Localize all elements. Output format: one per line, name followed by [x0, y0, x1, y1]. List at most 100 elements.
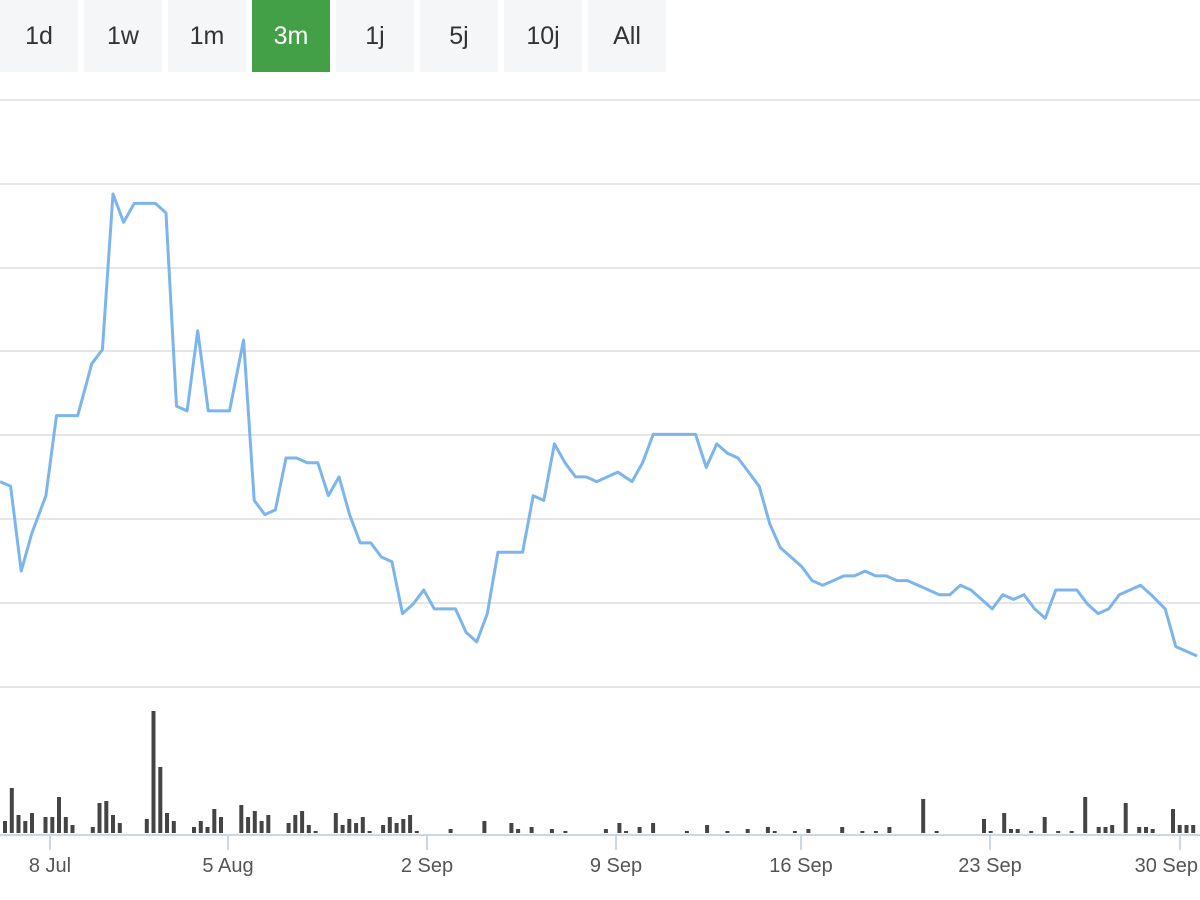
range-selector: 1d 1w 1m 3m 1j 5j 10j All	[0, 0, 666, 72]
volume-bar	[1110, 825, 1115, 833]
volume-bar	[300, 811, 305, 833]
range-button-1d[interactable]: 1d	[0, 0, 78, 72]
volume-bar	[1184, 825, 1189, 833]
volume-bar	[23, 821, 28, 833]
volume-bar	[401, 819, 406, 833]
volume-bar	[684, 831, 689, 833]
volume-bar	[347, 819, 352, 833]
volume-bar	[246, 817, 251, 833]
volume-bar	[772, 831, 777, 833]
volume-bar	[988, 831, 993, 833]
volume-bar	[921, 799, 926, 833]
volume-bar	[563, 831, 568, 833]
price-line	[0, 192, 1198, 658]
volume-bar	[1191, 825, 1196, 833]
volume-bar	[806, 829, 811, 833]
volume-bar	[57, 797, 61, 833]
volume-bar	[624, 831, 629, 833]
range-button-1w[interactable]: 1w	[84, 0, 162, 72]
volume-bar	[792, 831, 797, 833]
volume-bar	[165, 813, 169, 833]
range-button-1m[interactable]: 1m	[168, 0, 246, 72]
volume-bar	[192, 827, 196, 833]
volume-bar	[381, 825, 386, 833]
volume-bar	[840, 827, 845, 833]
volume-bar	[603, 829, 608, 833]
volume-bar	[509, 823, 514, 833]
volume-bar	[16, 815, 21, 833]
volume-bar	[1029, 831, 1034, 833]
volume-bar	[860, 831, 865, 833]
volume-bar	[43, 817, 48, 833]
volume-bar	[313, 831, 318, 833]
volume-bar	[1123, 803, 1128, 833]
volume-bar	[637, 827, 642, 833]
volume-bar	[705, 825, 710, 833]
range-button-10j[interactable]: 10j	[504, 0, 582, 72]
volume-bar	[306, 825, 311, 833]
volume-bar	[387, 817, 392, 833]
x-tick-label: 30 Sep	[1135, 855, 1198, 877]
volume-bar	[266, 815, 271, 833]
range-button-1j[interactable]: 1j	[336, 0, 414, 72]
grid	[0, 99, 1200, 688]
x-tick-label: 23 Sep	[958, 855, 1021, 877]
volume-bar	[97, 803, 102, 833]
volume-bar	[1009, 829, 1013, 833]
volume-bar	[117, 823, 122, 833]
volume-bar	[617, 823, 622, 833]
volume-bar	[144, 819, 149, 833]
volume-bar	[239, 805, 244, 833]
price-line-layer	[0, 192, 1198, 658]
volume-bar	[219, 817, 223, 833]
volume-bar	[158, 767, 163, 833]
volume-bar	[1144, 827, 1148, 833]
volume-bar	[765, 827, 770, 833]
volume-bar	[252, 811, 257, 833]
volume-bar	[293, 815, 298, 833]
volume-bar	[1150, 829, 1155, 833]
volume-bar	[982, 819, 986, 833]
x-tick-label: 8 Jul	[29, 855, 71, 877]
volume-bars	[3, 711, 1196, 833]
volume-bar	[1171, 809, 1175, 833]
volume-bar	[50, 817, 55, 833]
volume-bar	[1177, 825, 1182, 833]
volume-bar	[1137, 827, 1142, 833]
volume-bar	[30, 813, 34, 833]
volume-bar	[1002, 813, 1007, 833]
volume-bar	[212, 809, 217, 833]
volume-bar	[1096, 827, 1101, 833]
volume-bar	[259, 821, 264, 833]
volume-bar	[448, 829, 453, 833]
volume-bar	[360, 817, 365, 833]
volume-bar	[1015, 829, 1020, 833]
volume-bar	[745, 829, 750, 833]
volume-bar	[205, 827, 210, 833]
volume-bar	[104, 801, 109, 833]
volume-bar	[151, 711, 156, 833]
range-button-all[interactable]: All	[588, 0, 666, 72]
x-tick-label: 5 Aug	[202, 855, 253, 877]
volume-bar	[516, 829, 521, 833]
volume-bar	[9, 788, 14, 833]
range-button-3m[interactable]: 3m	[252, 0, 330, 72]
volume-bar	[408, 815, 413, 833]
volume-bar	[63, 817, 68, 833]
x-tick-label: 2 Sep	[401, 855, 453, 877]
volume-bar	[1069, 831, 1074, 833]
volume-bar	[70, 825, 75, 833]
volume-bar	[482, 821, 487, 833]
volume-bar	[529, 827, 534, 833]
volume-bar	[414, 831, 419, 833]
volume-bar	[111, 815, 115, 833]
volume-bar	[286, 823, 291, 833]
volume-bar	[873, 831, 878, 833]
x-tick-label: 9 Sep	[590, 855, 642, 877]
volume-bar	[725, 831, 730, 833]
volume-bar	[934, 831, 939, 833]
x-tick-label: 16 Sep	[769, 855, 832, 877]
range-button-5j[interactable]: 5j	[420, 0, 498, 72]
volume-bar	[394, 823, 399, 833]
